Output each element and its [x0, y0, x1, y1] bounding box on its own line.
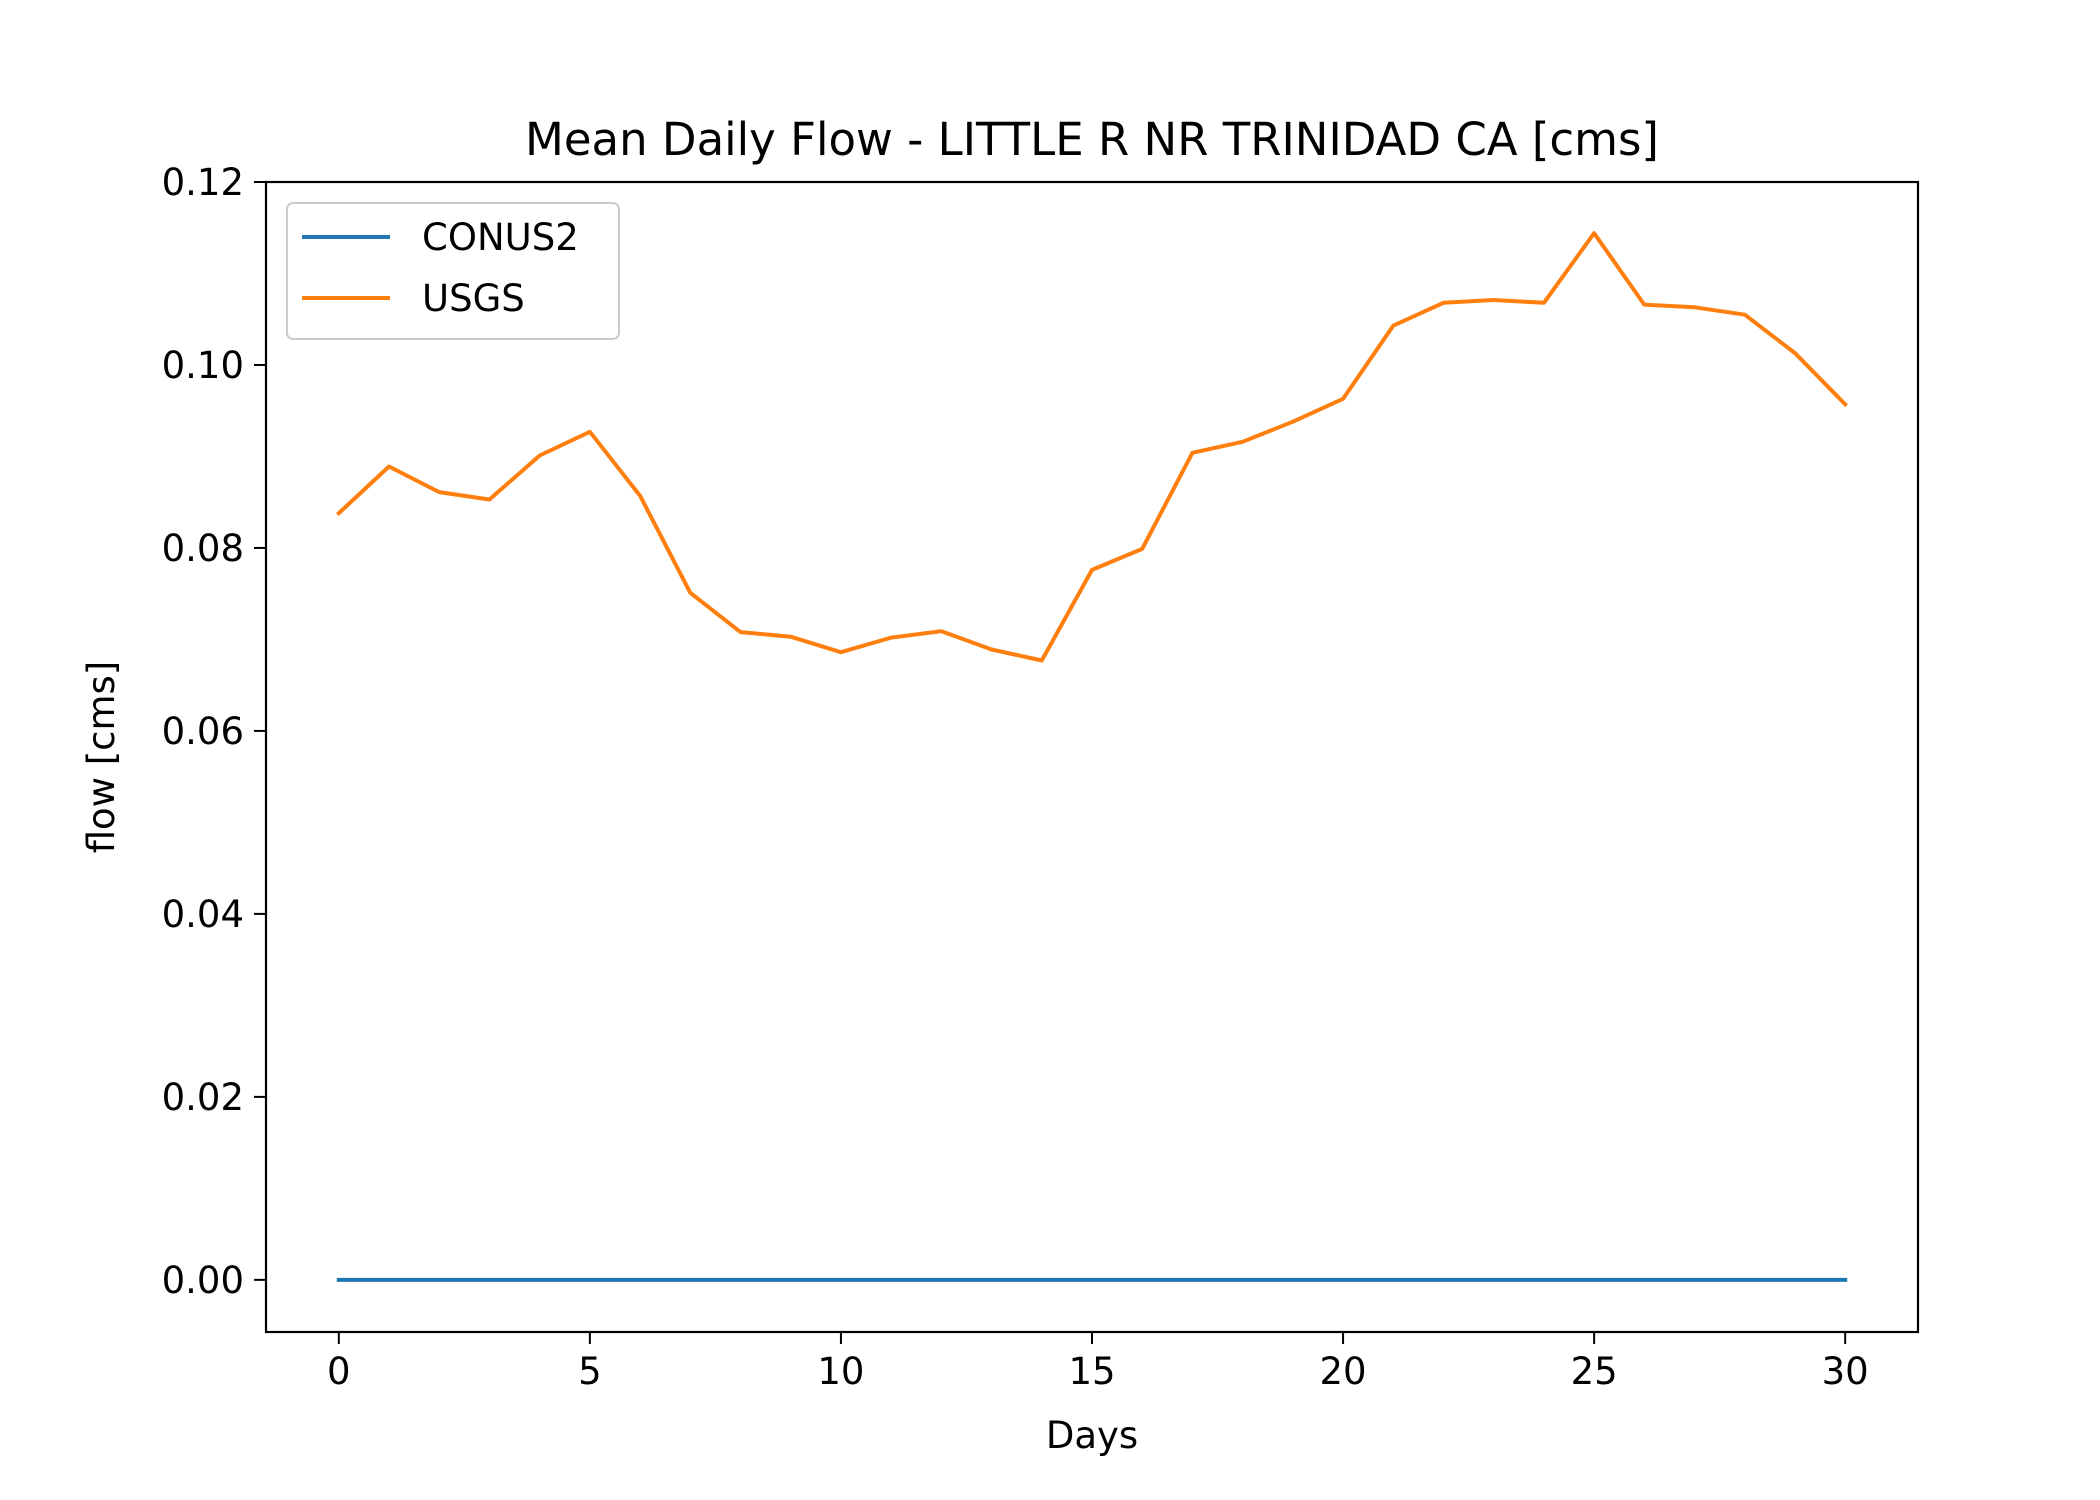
- legend-label-usgs: USGS: [422, 277, 525, 320]
- x-tick-label: 10: [817, 1350, 864, 1393]
- x-tick-label: 30: [1822, 1350, 1869, 1393]
- plot-lines: [335, 231, 1849, 1282]
- y-tick-label: 0.12: [162, 161, 244, 204]
- legend-label-conus2: CONUS2: [422, 216, 579, 259]
- x-tick-label: 20: [1320, 1350, 1367, 1393]
- legend: CONUS2 USGS: [286, 202, 620, 340]
- x-tick-label: 15: [1068, 1350, 1115, 1393]
- y-tick-label: 0.10: [162, 344, 244, 387]
- y-axis-label: flow [cms]: [80, 661, 123, 854]
- x-tick-label: 0: [327, 1350, 351, 1393]
- plot-frame: [264, 180, 1920, 1334]
- chart-title: Mean Daily Flow - LITTLE R NR TRINIDAD C…: [525, 113, 1659, 166]
- y-axis: 0.00 0.02 0.04 0.06 0.08 0.10 0.12: [162, 161, 266, 1302]
- y-tick-label: 0.08: [162, 527, 244, 570]
- x-axis-label: Days: [1046, 1414, 1138, 1457]
- x-tick-label: 5: [578, 1350, 602, 1393]
- y-tick-label: 0.02: [162, 1076, 244, 1119]
- y-tick-label: 0.06: [162, 710, 244, 753]
- x-axis: 0 5 10 15 20 25 30: [327, 1332, 1869, 1393]
- y-tick-label: 0.00: [162, 1259, 244, 1302]
- y-tick-label: 0.04: [162, 893, 244, 936]
- series-line-usgs: [335, 231, 1849, 663]
- x-tick-label: 25: [1571, 1350, 1618, 1393]
